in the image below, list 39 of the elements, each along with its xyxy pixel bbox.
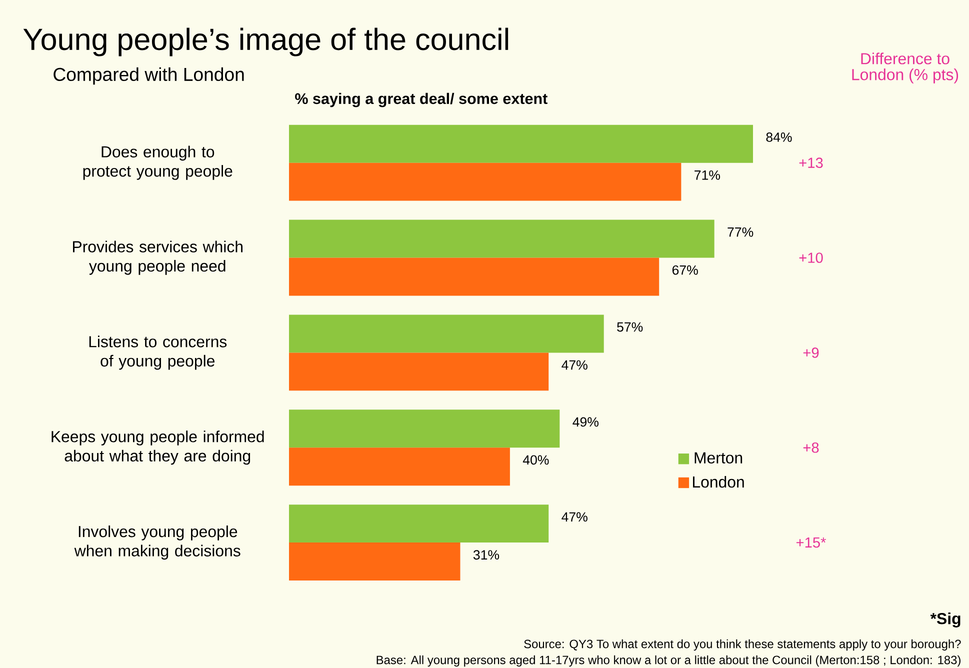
data-label: 71% (694, 170, 720, 180)
x-axis-title: % saying a great deal/ some extent (295, 92, 548, 108)
bar (289, 410, 560, 448)
data-label: 47% (562, 512, 588, 522)
source-note: Source: QY3 To what extent do you think these statements apply to your borough? (524, 639, 961, 651)
y-tick-label: Keeps young people informed about what they are doing (52, 430, 264, 465)
bar (289, 258, 660, 296)
chart-title: Young people’s image of the council (23, 28, 508, 56)
data-label: 31% (473, 550, 500, 560)
y-tick-label: Listens to concerns of young people (89, 336, 227, 370)
text: +13 (799, 158, 823, 168)
data-label: 77% (728, 227, 754, 237)
data-label: 47% (562, 360, 588, 370)
legend-label: Merton (694, 452, 742, 464)
text: +9 (803, 348, 819, 358)
y-tick-label: Involves young people when making decisions (74, 526, 240, 560)
data-label: 84% (766, 132, 792, 142)
bar (289, 314, 604, 353)
bar (289, 352, 549, 391)
text: +15* (796, 537, 826, 548)
bar (289, 124, 753, 163)
text: Base: All young persons aged 11-17yrs who know a lot or a little about the Council (Merton:158 ; London: 183) (376, 655, 960, 667)
data-label: 67% (672, 265, 698, 275)
data-label: 49% (572, 417, 598, 427)
chart-subtitle: Compared with London (54, 67, 244, 85)
data-label: 57% (617, 322, 643, 332)
legend-label: London (693, 476, 744, 488)
bar (289, 504, 549, 543)
text: Difference to London (% pts) (852, 52, 958, 84)
y-tick-label: Provides services which young people need (73, 240, 242, 275)
text: +10 (799, 252, 823, 263)
bar (289, 542, 460, 581)
bar (289, 162, 682, 201)
bar (289, 220, 714, 258)
data-label: 40% (522, 455, 549, 465)
bar (289, 448, 510, 486)
text: *Sig (930, 612, 960, 628)
y-tick-label: Does enough to protect young people (83, 146, 232, 180)
text: +8 (803, 442, 819, 453)
